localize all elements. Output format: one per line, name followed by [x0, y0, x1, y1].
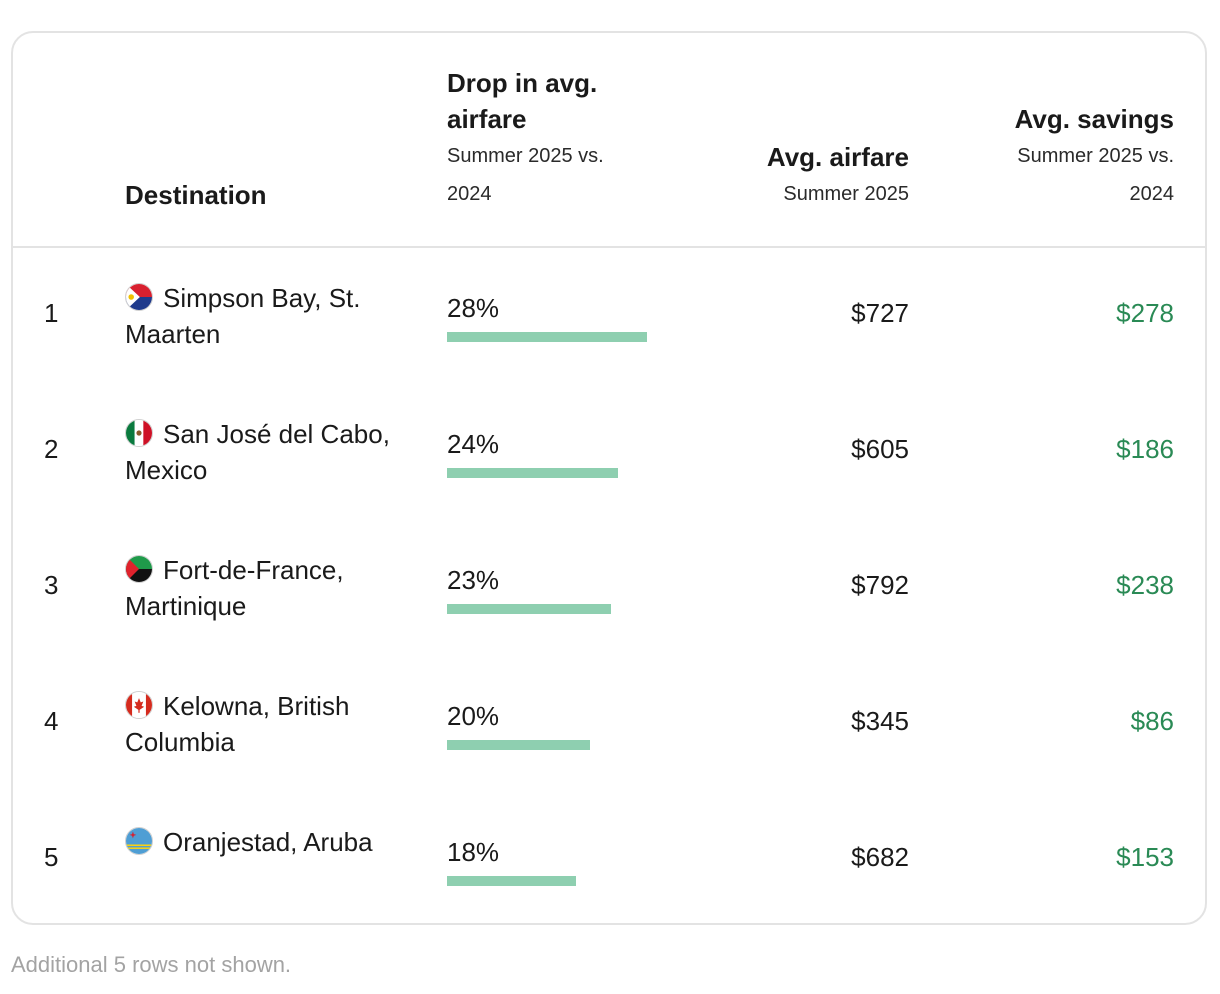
row-destination-label: Oranjestad, Aruba: [163, 827, 373, 857]
header-airfare: Avg. airfare Summer 2025: [767, 139, 909, 213]
header-savings: Avg. savings Summer 2025 vs. 2024: [984, 101, 1174, 213]
canada-flag-icon: [125, 691, 153, 719]
row-drop-percent: 20%: [447, 701, 500, 731]
row-drop-percent: 23%: [447, 565, 500, 595]
table-header: Destination Drop in avg. airfare Summer …: [13, 33, 1205, 248]
row-destination-label: San José del Cabo, Mexico: [125, 419, 390, 485]
row-avg-savings: $238: [1116, 570, 1174, 600]
header-airfare-subtitle: Summer 2025: [783, 183, 909, 205]
row-destination: Oranjestad, Aruba: [125, 824, 395, 860]
row-avg-savings: $153: [1116, 842, 1174, 872]
row-avg-airfare: $727: [851, 298, 909, 328]
row-destination: San José del Cabo, Mexico: [125, 416, 395, 488]
row-avg-airfare: $345: [851, 706, 909, 736]
sint-maarten-flag-icon: [125, 283, 153, 311]
row-avg-savings: $278: [1116, 298, 1174, 328]
row-destination: Kelowna, British Columbia: [125, 688, 395, 760]
row-avg-savings: $186: [1116, 434, 1174, 464]
row-avg-airfare: $792: [851, 570, 909, 600]
row-destination-label: Fort-de-France, Martinique: [125, 555, 344, 621]
table-row: 4 Kelowna, British Columbia 20% $345 $86: [13, 656, 1205, 792]
header-destination: Destination: [125, 177, 267, 213]
row-drop-bar: [447, 740, 590, 750]
row-destination-label: Kelowna, British Columbia: [125, 691, 350, 757]
header-destination-title: Destination: [125, 180, 267, 210]
row-destination: Simpson Bay, St. Maarten: [125, 280, 395, 352]
header-drop-subtitle: Summer 2025 vs. 2024: [447, 145, 604, 205]
row-avg-savings: $86: [1130, 706, 1174, 736]
row-drop-percent: 18%: [447, 837, 500, 867]
row-drop-bar: [447, 468, 618, 478]
row-rank: 3: [44, 570, 59, 600]
table-row: 5 Oranjestad, Aruba 18% $682 $153: [13, 792, 1205, 928]
header-airfare-title: Avg. airfare: [766, 142, 909, 172]
footnote: Additional 5 rows not shown.: [11, 952, 292, 977]
row-rank: 1: [44, 298, 59, 328]
row-destination: Fort-de-France, Martinique: [125, 552, 395, 624]
header-drop: Drop in avg. airfare Summer 2025 vs. 202…: [447, 65, 647, 213]
row-avg-airfare: $605: [851, 434, 909, 464]
row-rank: 2: [44, 434, 59, 464]
row-drop-bar: [447, 332, 647, 342]
aruba-flag-icon: [125, 827, 153, 855]
header-savings-subtitle: Summer 2025 vs. 2024: [1017, 145, 1174, 205]
row-rank: 5: [44, 842, 59, 872]
row-avg-airfare: $682: [851, 842, 909, 872]
table-row: 2 San José del Cabo, Mexico 24% $605 $186: [13, 384, 1205, 520]
row-destination-label: Simpson Bay, St. Maarten: [125, 283, 361, 349]
header-drop-title: Drop in avg. airfare: [447, 68, 598, 134]
table-row: 3 Fort-de-France, Martinique 23% $792 $238: [13, 520, 1205, 656]
airfare-table-card: Destination Drop in avg. airfare Summer …: [11, 31, 1207, 925]
martinique-flag-icon: [125, 555, 153, 583]
table-row: 1 Simpson Bay, St. Maarten 28% $727 $278: [13, 248, 1205, 384]
row-rank: 4: [44, 706, 59, 736]
mexico-flag-icon: [125, 419, 153, 447]
row-drop-bar: [447, 604, 611, 614]
row-drop-bar: [447, 876, 576, 886]
row-drop-percent: 24%: [447, 429, 500, 459]
header-savings-title: Avg. savings: [1014, 104, 1174, 134]
row-drop-percent: 28%: [447, 293, 500, 323]
